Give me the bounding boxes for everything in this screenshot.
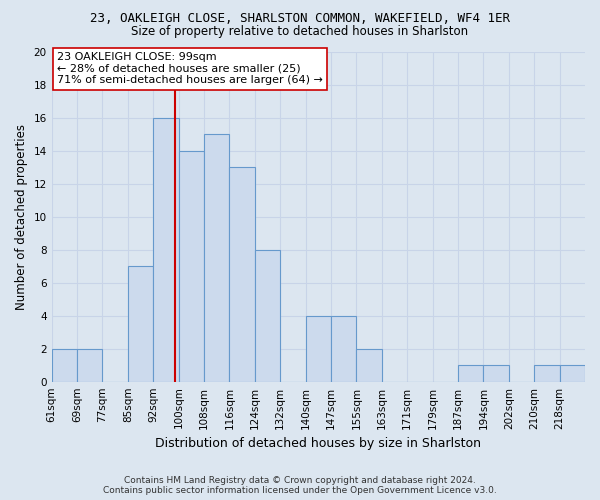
Bar	[484, 365, 509, 382]
Bar	[229, 167, 255, 382]
Bar	[305, 316, 331, 382]
Bar	[560, 365, 585, 382]
Y-axis label: Number of detached properties: Number of detached properties	[15, 124, 28, 310]
Bar	[204, 134, 229, 382]
Text: Size of property relative to detached houses in Sharlston: Size of property relative to detached ho…	[131, 25, 469, 38]
Bar	[128, 266, 153, 382]
Bar	[534, 365, 560, 382]
Bar	[356, 348, 382, 382]
Bar	[179, 150, 204, 382]
Bar	[153, 118, 179, 382]
Bar	[255, 250, 280, 382]
Text: 23, OAKLEIGH CLOSE, SHARLSTON COMMON, WAKEFIELD, WF4 1ER: 23, OAKLEIGH CLOSE, SHARLSTON COMMON, WA…	[90, 12, 510, 26]
X-axis label: Distribution of detached houses by size in Sharlston: Distribution of detached houses by size …	[155, 437, 481, 450]
Bar	[331, 316, 356, 382]
Text: 23 OAKLEIGH CLOSE: 99sqm
← 28% of detached houses are smaller (25)
71% of semi-d: 23 OAKLEIGH CLOSE: 99sqm ← 28% of detach…	[57, 52, 323, 86]
Bar	[52, 348, 77, 382]
Bar	[77, 348, 103, 382]
Bar	[458, 365, 484, 382]
Text: Contains HM Land Registry data © Crown copyright and database right 2024.
Contai: Contains HM Land Registry data © Crown c…	[103, 476, 497, 495]
